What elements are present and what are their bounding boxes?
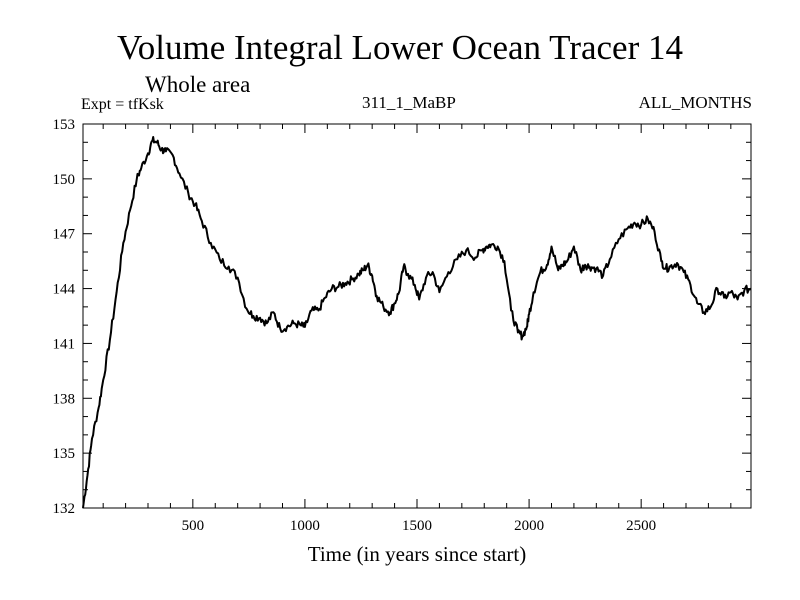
x-axis-label: Time (in years since start): [308, 542, 527, 566]
x-tick-label: 2500: [626, 518, 656, 534]
x-tick-labels: 500 1000 1500 2000 2500: [182, 518, 657, 534]
period-label: ALL_MONTHS: [638, 93, 752, 112]
y-tick-label: 132: [53, 501, 76, 517]
y-tick-label: 153: [53, 117, 76, 133]
x-tick-label: 2000: [514, 518, 544, 534]
chart-subtitle: Whole area: [145, 72, 251, 97]
y-tick-label: 150: [53, 172, 76, 188]
run-label: 311_1_MaBP: [362, 93, 456, 112]
chart-title: Volume Integral Lower Ocean Tracer 14: [117, 28, 683, 67]
y-tick-label: 141: [53, 336, 76, 352]
x-tick-label: 500: [182, 518, 205, 534]
y-tick-labels: 132 135 138 141 144 147 150 153: [53, 117, 76, 517]
plot-frame: [82, 123, 752, 509]
y-tick-label: 138: [53, 391, 76, 407]
experiment-label: Expt = tfKsk: [81, 96, 164, 113]
x-tick-label: 1000: [290, 518, 320, 534]
y-tick-label: 147: [53, 227, 76, 243]
y-tick-label: 135: [53, 446, 76, 462]
y-tick-label: 144: [53, 282, 76, 298]
series-line: [82, 136, 752, 509]
x-tick-label: 1500: [402, 518, 432, 534]
